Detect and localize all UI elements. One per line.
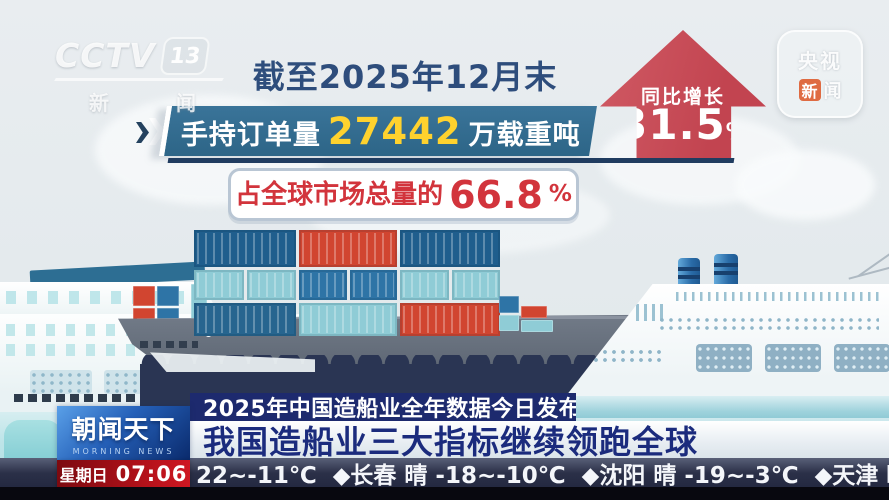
container [194, 303, 296, 336]
share-prefix: 占全球市场总量的 [235, 179, 444, 210]
clock-time: 07:06 [115, 462, 188, 486]
program-name: 朝闻天下 [71, 415, 176, 444]
order-prefix: 手持订单量 [180, 119, 321, 151]
window-dots [592, 348, 663, 366]
badge-xin-block: 新 [798, 79, 821, 101]
deck-container [133, 286, 155, 306]
channel-number: 13 [158, 36, 211, 75]
container [521, 306, 547, 318]
bottom-black-strip [0, 487, 889, 500]
window-panels [695, 344, 889, 372]
container [499, 296, 519, 313]
container [299, 230, 397, 267]
banner-underline [167, 158, 735, 163]
container [499, 315, 519, 331]
program-subtitle: MORNING NEWS [72, 447, 175, 456]
window-dots [659, 316, 880, 332]
badge-top-text: 央视 [798, 49, 842, 73]
window-panel [833, 344, 889, 372]
market-share-box: 占全球市场总量的 66.8 % [228, 168, 579, 221]
headline-banner: 我国造船业三大指标继续领跑全球 [190, 421, 889, 461]
window-panel [764, 344, 821, 372]
container-pair [299, 270, 397, 300]
container-pair [194, 270, 296, 300]
share-value: 66.8 [449, 172, 543, 217]
badge-wen-text: 闻 [823, 81, 842, 102]
window-panel [695, 344, 752, 372]
porthole-row [14, 394, 154, 402]
program-logo: 朝闻天下 MORNING NEWS [57, 406, 190, 460]
container [299, 303, 397, 336]
ship-upper-deck [0, 282, 218, 314]
container-stack [194, 230, 500, 336]
date-title: 截至2025年12月末 [252, 58, 558, 96]
cctv-news-app-badge: 央视 新 闻 [777, 30, 863, 118]
deck-container [157, 286, 179, 306]
cloud [735, 150, 875, 220]
cctv-news-label: 新 闻 [89, 91, 226, 115]
share-unit: % [548, 181, 572, 207]
hull-portholes [140, 341, 198, 348]
container [194, 230, 296, 267]
logo-underline [54, 78, 224, 81]
ticker-text: 22~-11℃ ◆长春 晴 -18~-10℃ ◆沈阳 晴 -19~-3℃ ◆天津… [196, 463, 889, 488]
container [400, 303, 500, 336]
ship-superstructure [565, 284, 889, 396]
order-suffix: 万载重吨 [468, 119, 581, 151]
container-pair [400, 270, 500, 300]
cctv-logo-text: CCTV [55, 36, 156, 75]
cyan-strip [576, 396, 889, 418]
deck-railing [675, 292, 880, 301]
container [400, 230, 500, 267]
weekday-label: 星期日 [59, 466, 108, 485]
cctv13-watermark-logo: CCTV 13 新 闻 [54, 36, 226, 116]
container [521, 320, 553, 332]
datetime-bar: 星期日 07:06 [57, 460, 190, 488]
window-panel [30, 370, 92, 394]
growth-label: 同比增长 [640, 86, 725, 108]
order-value: 27442 [327, 109, 462, 153]
kicker-banner: 2025年中国造船业全年数据今日发布 [190, 393, 581, 422]
